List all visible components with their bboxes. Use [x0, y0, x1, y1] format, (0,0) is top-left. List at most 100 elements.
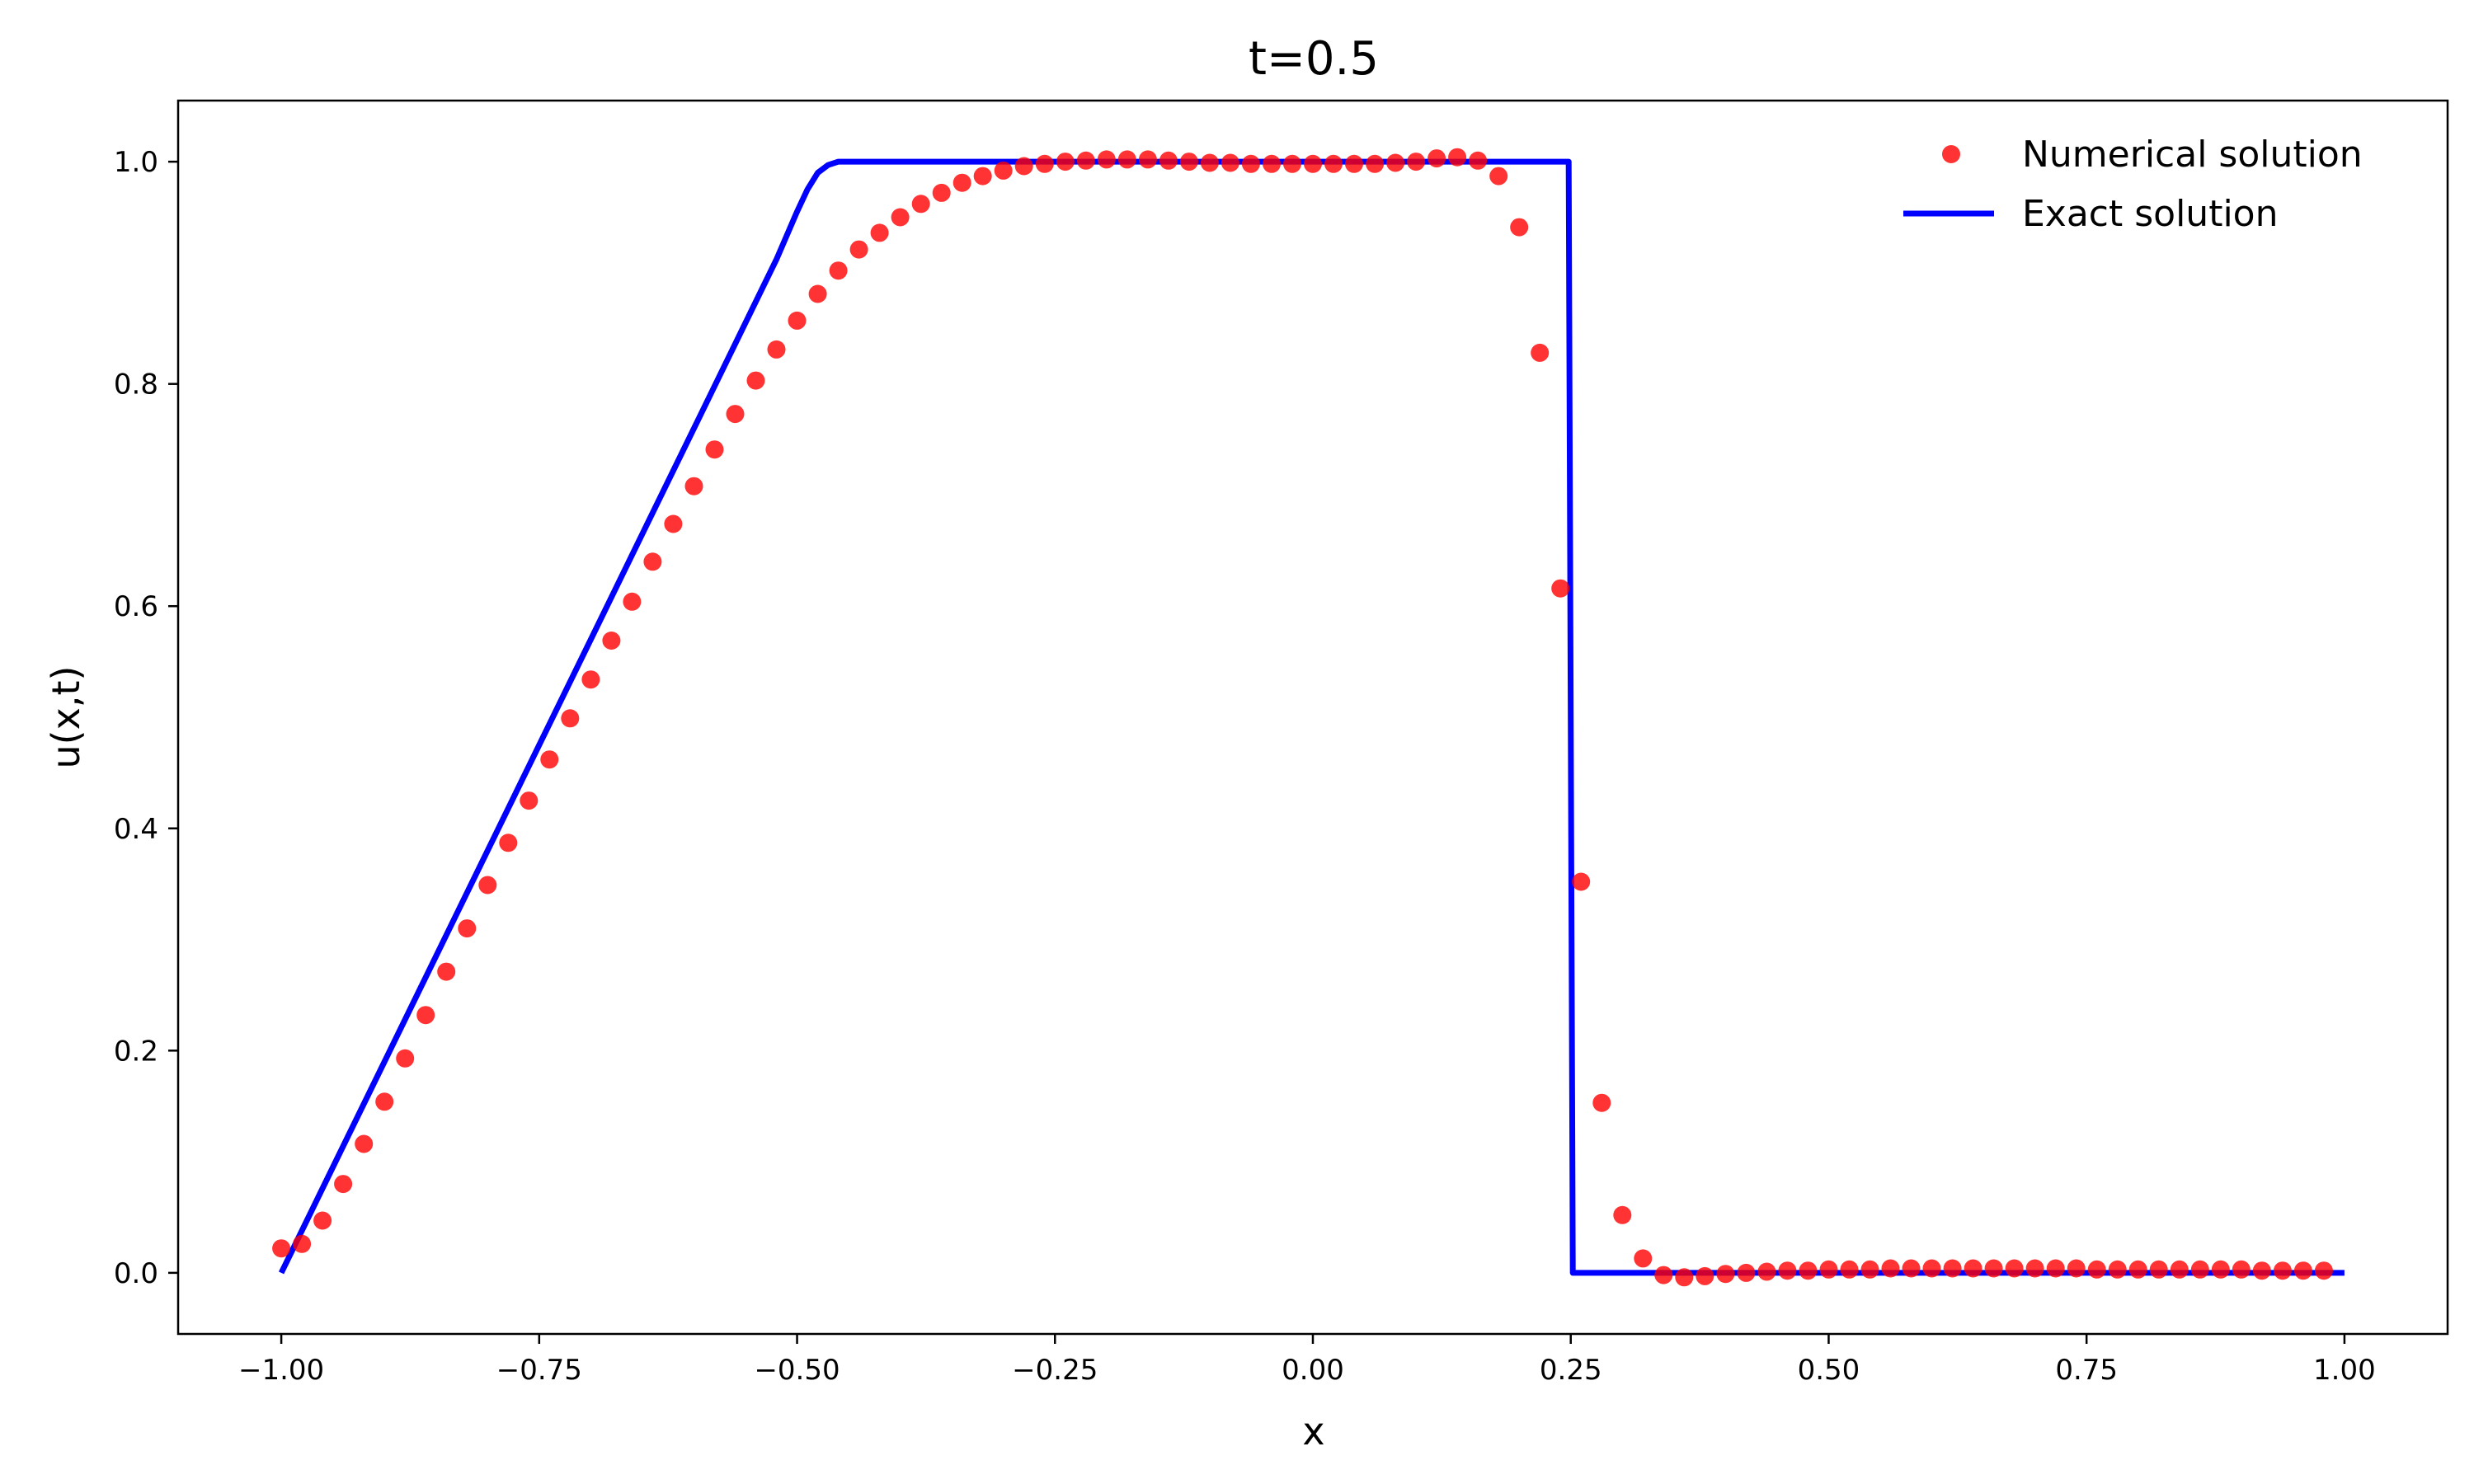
numerical-point: [1469, 151, 1488, 170]
x-tick-label: −0.50: [754, 1354, 840, 1387]
numerical-point: [1551, 579, 1570, 598]
numerical-point: [1984, 1259, 2003, 1278]
numerical-point: [2293, 1261, 2312, 1280]
numerical-point: [1056, 153, 1075, 171]
x-tick-label: −1.00: [238, 1354, 324, 1387]
numerical-point: [2190, 1260, 2209, 1279]
numerical-point: [2067, 1259, 2086, 1278]
y-axis-title: u(x,t): [44, 666, 88, 769]
numerical-point: [416, 1006, 435, 1025]
numerical-point: [870, 223, 889, 242]
numerical-point: [540, 750, 559, 769]
numerical-point: [602, 632, 621, 650]
numerical-point: [1283, 154, 1301, 173]
numerical-point: [1324, 154, 1343, 173]
y-tick-label: 1.0: [114, 146, 158, 179]
numerical-point: [1778, 1261, 1797, 1280]
numerical-point: [1613, 1205, 1632, 1224]
numerical-point: [458, 919, 477, 938]
x-tick-label: 0.75: [2055, 1354, 2118, 1387]
numerical-point: [1840, 1260, 1859, 1279]
numerical-point: [623, 592, 642, 611]
legend-numerical-label: Numerical solution: [2022, 134, 2363, 176]
numerical-point: [1634, 1249, 1653, 1268]
numerical-point: [932, 183, 951, 202]
numerical-point: [1860, 1260, 1879, 1279]
numerical-point: [1448, 148, 1467, 167]
numerical-point: [1654, 1266, 1673, 1284]
numerical-point: [1489, 167, 1508, 186]
y-tick-label: 0.2: [114, 1035, 158, 1068]
numerical-point: [829, 261, 848, 280]
numerical-point: [1902, 1259, 1921, 1278]
numerical-point: [520, 791, 539, 810]
numerical-point: [581, 670, 600, 689]
numerical-point: [1943, 1259, 1962, 1278]
y-axis: 0.0 0.2 0.4 0.6 0.8 1.0: [114, 146, 178, 1290]
numerical-point: [1200, 153, 1219, 172]
x-tick-label: 0.00: [1282, 1354, 1344, 1387]
x-tick-label: 0.50: [1798, 1354, 1860, 1387]
numerical-point: [1737, 1263, 1756, 1282]
numerical-point: [1407, 153, 1426, 171]
numerical-point: [973, 167, 992, 186]
numerical-point: [1799, 1261, 1818, 1280]
numerical-point: [396, 1049, 415, 1068]
numerical-point: [1572, 872, 1591, 891]
legend-numerical-marker: [1942, 145, 1960, 163]
numerical-point: [1881, 1259, 1900, 1278]
numerical-point: [1117, 150, 1136, 169]
numerical-point: [1097, 150, 1116, 169]
numerical-point: [478, 876, 497, 895]
x-tick-label: −0.25: [1012, 1354, 1098, 1387]
numerical-point: [1675, 1268, 1694, 1287]
numerical-point: [684, 477, 703, 495]
x-tick-label: 0.25: [1540, 1354, 1602, 1387]
numerical-point: [272, 1239, 291, 1258]
numerical-point: [2314, 1261, 2333, 1280]
x-axis-title: x: [1302, 1409, 1324, 1453]
numerical-point: [1076, 151, 1095, 170]
numerical-point: [1964, 1259, 1982, 1278]
x-axis: −1.00 −0.75 −0.50 −0.25 0.00 0.25 0.50 0.75 1.00: [238, 1334, 2376, 1387]
numerical-point: [1179, 153, 1198, 171]
numerical-point: [2149, 1260, 2168, 1279]
numerical-point: [1221, 153, 1239, 172]
numerical-point: [2128, 1260, 2147, 1279]
numerical-point: [2232, 1260, 2251, 1279]
numerical-point: [355, 1134, 374, 1153]
numerical-point: [2273, 1261, 2292, 1280]
numerical-point: [1138, 150, 1157, 169]
numerical-point: [2005, 1259, 2024, 1278]
legend: Numerical solution Exact solution: [1903, 134, 2363, 235]
numerical-point: [1757, 1262, 1776, 1281]
numerical-point: [1427, 149, 1446, 168]
numerical-point: [808, 284, 827, 303]
numerical-point: [746, 371, 765, 390]
numerical-point: [1241, 154, 1260, 173]
numerical-point: [1531, 343, 1550, 362]
numerical-point: [1366, 154, 1385, 173]
numerical-point: [2252, 1261, 2271, 1280]
numerical-point: [2211, 1260, 2230, 1279]
numerical-point: [2170, 1260, 2189, 1279]
numerical-point: [994, 161, 1013, 180]
numerical-point: [293, 1234, 312, 1253]
numerical-point: [1014, 157, 1033, 176]
numerical-point: [1263, 154, 1281, 173]
numerical-point: [767, 340, 786, 359]
x-tick-label: −0.75: [496, 1354, 582, 1387]
plot-area: [272, 148, 2345, 1287]
x-tick-label: 1.00: [2313, 1354, 2376, 1387]
numerical-point: [1035, 154, 1054, 173]
numerical-point: [1592, 1093, 1611, 1112]
numerical-point: [375, 1092, 394, 1111]
y-tick-label: 0.0: [114, 1257, 158, 1290]
numerical-point: [334, 1175, 353, 1194]
y-tick-label: 0.8: [114, 369, 158, 402]
chart-title: t=0.5: [1249, 32, 1379, 86]
numerical-point: [849, 240, 868, 259]
numerical-point: [313, 1211, 332, 1230]
